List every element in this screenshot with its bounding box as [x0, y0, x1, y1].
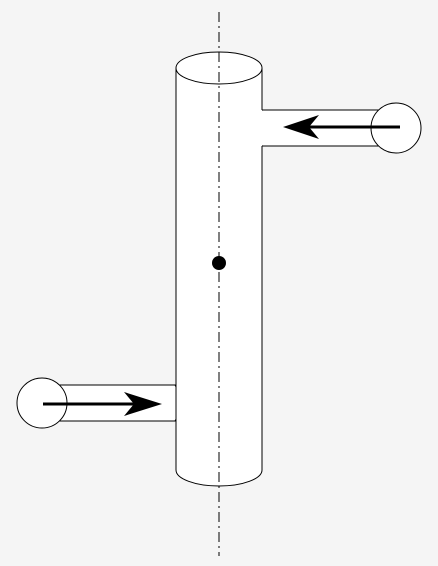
cylinder-bottom-edge [175, 469, 263, 487]
rightward-arrow-head [124, 392, 162, 416]
leftward-arrow-head [283, 115, 319, 139]
rightward-arrow [43, 392, 162, 416]
lower-side-pipe [16, 377, 181, 429]
leftward-arrow [283, 115, 400, 139]
center-point [212, 256, 226, 270]
